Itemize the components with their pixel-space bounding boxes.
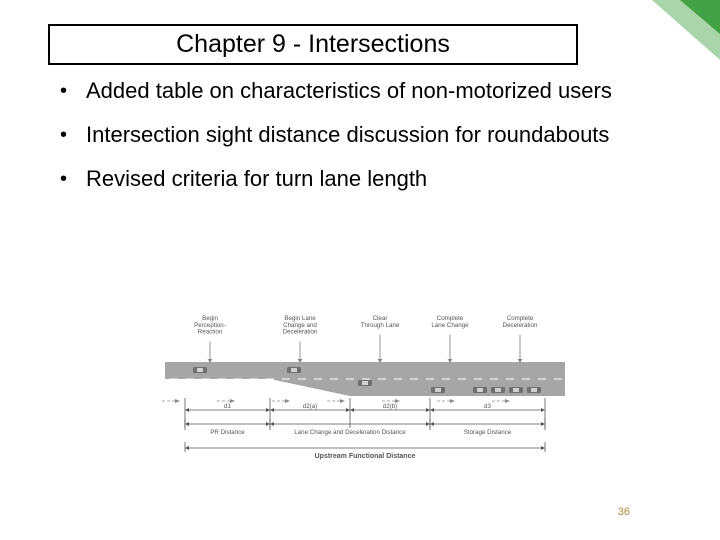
- svg-text:PR Distance: PR Distance: [210, 429, 245, 436]
- svg-text:Storage Distance: Storage Distance: [464, 429, 512, 436]
- corner-accent: [630, 0, 720, 90]
- svg-text:Lane Change and Deceleration D: Lane Change and Deceleration Distance: [294, 429, 406, 436]
- bullet-item: Intersection sight distance discussion f…: [60, 122, 620, 148]
- svg-text:d1: d1: [224, 403, 231, 410]
- turn-lane-diagram: BeginPerception-Reaction Begin LaneChange…: [150, 312, 580, 472]
- svg-text:Upstream Functional Distance: Upstream Functional Distance: [315, 453, 416, 460]
- slide-title-box: Chapter 9 - Intersections: [48, 24, 578, 65]
- bullet-item: Added table on characteristics of non-mo…: [60, 78, 620, 104]
- svg-text:d2(b): d2(b): [383, 403, 397, 410]
- svg-text:CompleteLane Change: CompleteLane Change: [431, 315, 469, 329]
- page-number: 36: [618, 506, 630, 518]
- slide-title: Chapter 9 - Intersections: [64, 30, 562, 59]
- svg-text:d3: d3: [484, 403, 491, 410]
- svg-text:BeginPerception-Reaction: BeginPerception-Reaction: [194, 315, 226, 336]
- svg-text:d2(a): d2(a): [303, 403, 317, 410]
- bullet-list: Added table on characteristics of non-mo…: [60, 78, 620, 210]
- svg-text:ClearThrough Lane: ClearThrough Lane: [361, 315, 400, 329]
- svg-text:Begin LaneChange andDecelerati: Begin LaneChange andDeceleration: [283, 315, 318, 336]
- bullet-item: Revised criteria for turn lane length: [60, 166, 620, 192]
- svg-text:CompleteDeceleration: CompleteDeceleration: [503, 315, 538, 329]
